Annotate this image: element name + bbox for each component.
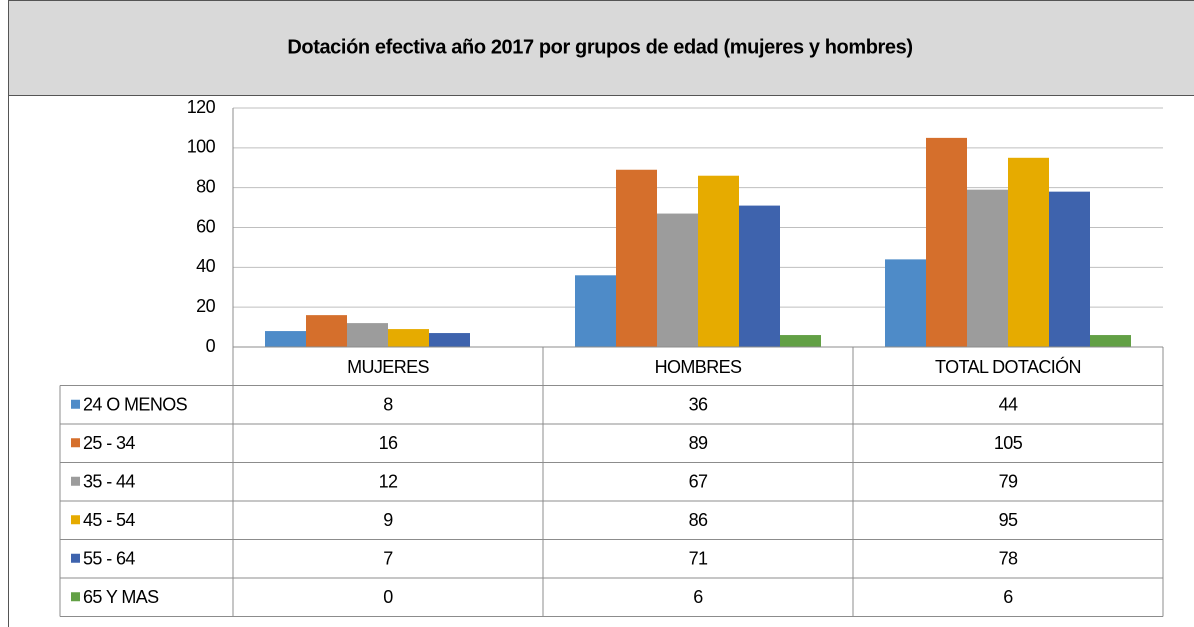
legend-swatch (71, 515, 80, 525)
bar (1090, 335, 1131, 347)
chart-title: Dotación efectiva año 2017 por grupos de… (287, 36, 912, 58)
legend-swatch (71, 592, 80, 602)
y-tick-label: 40 (196, 256, 215, 276)
bar (306, 315, 347, 347)
y-tick-label: 100 (187, 137, 216, 157)
bar (885, 259, 926, 347)
bar (616, 169, 657, 347)
y-tick-label: 60 (196, 216, 215, 236)
table-value: 89 (689, 433, 708, 453)
bar (347, 323, 388, 347)
x-tick-label: MUJERES (347, 357, 429, 377)
legend-swatch (71, 476, 80, 486)
table-value: 0 (383, 587, 393, 607)
table-value: 12 (379, 472, 398, 492)
table-value: 67 (689, 472, 708, 492)
legend-label: 25 - 34 (83, 433, 135, 453)
x-tick-label: TOTAL DOTACIÓN (935, 356, 1081, 377)
legend-label: 24 O MENOS (83, 395, 188, 415)
table-value: 8 (383, 395, 393, 415)
legend-label: 55 - 64 (83, 549, 135, 569)
x-tick-label: HOMBRES (655, 357, 742, 377)
table-value: 95 (999, 510, 1018, 530)
y-tick-label: 80 (196, 176, 215, 196)
bar (698, 175, 739, 347)
legend-swatch (71, 553, 80, 563)
bar (575, 275, 616, 347)
legend-label: 35 - 44 (83, 472, 135, 492)
table-value: 6 (693, 587, 703, 607)
bar (780, 335, 821, 347)
bar (429, 333, 470, 347)
bar (739, 205, 780, 347)
legend-swatch (71, 399, 80, 409)
bar (265, 331, 306, 347)
bar (388, 329, 429, 347)
bar (1049, 191, 1090, 347)
bar (926, 137, 967, 347)
table-value: 6 (1003, 587, 1013, 607)
table-value: 36 (689, 395, 708, 415)
table-value: 7 (383, 549, 393, 569)
y-tick-label: 120 (187, 97, 216, 117)
table-value: 78 (999, 549, 1018, 569)
table-value: 79 (999, 472, 1018, 492)
table-value: 86 (689, 510, 708, 530)
legend-swatch (71, 438, 80, 448)
table-value: 16 (379, 433, 398, 453)
y-tick-label: 0 (206, 336, 216, 356)
title-band (8, 0, 1194, 96)
legend-label: 65 Y MAS (83, 587, 159, 607)
table-value: 71 (689, 549, 708, 569)
bar (1008, 157, 1049, 347)
legend-label: 45 - 54 (83, 510, 135, 530)
bar (657, 213, 698, 347)
table-value: 44 (999, 395, 1018, 415)
bar (967, 189, 1008, 347)
table-value: 9 (383, 510, 393, 530)
y-tick-label: 20 (196, 296, 215, 316)
table-value: 105 (994, 433, 1023, 453)
